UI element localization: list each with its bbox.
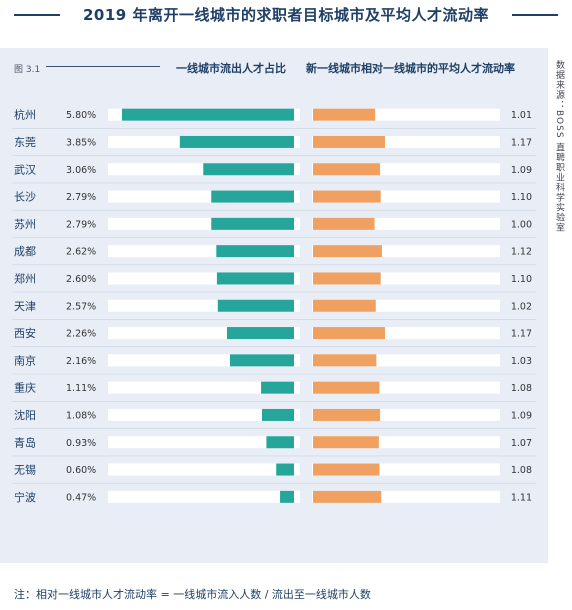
series-header-share: 一线城市流出人才占比 <box>176 62 286 75</box>
rate-bar <box>313 135 385 148</box>
rate-bar <box>313 490 382 503</box>
share-track <box>108 436 300 449</box>
share-bar <box>122 108 294 121</box>
city-label: 沈阳 <box>14 408 36 422</box>
rate-value-label: 1.08 <box>511 465 532 476</box>
share-bar <box>266 436 294 449</box>
share-value-label: 2.79% <box>66 192 96 203</box>
rate-value-label: 1.00 <box>511 219 532 230</box>
city-label: 长沙 <box>14 191 36 204</box>
rate-bar <box>313 108 376 121</box>
share-track <box>108 490 300 503</box>
share-value-label: 2.79% <box>66 219 96 230</box>
city-label: 重庆 <box>14 381 36 395</box>
rate-bar <box>313 381 380 394</box>
share-bar <box>229 354 294 367</box>
city-label: 南京 <box>14 353 36 367</box>
rate-bar <box>313 163 381 176</box>
share-bar <box>280 490 294 503</box>
city-label: 苏州 <box>14 218 36 231</box>
share-value-label: 1.11% <box>66 383 96 394</box>
rate-value-label: 1.08 <box>511 383 532 394</box>
share-value-label: 2.57% <box>66 301 96 312</box>
share-track <box>108 408 300 421</box>
figure-label: 图 3.1 <box>14 65 41 75</box>
share-value-label: 0.60% <box>66 465 96 476</box>
rate-value-label: 1.17 <box>511 137 532 148</box>
city-label: 无锡 <box>14 463 36 477</box>
rate-bar <box>313 436 379 449</box>
title-rule-right <box>512 14 558 16</box>
share-bar <box>216 272 294 285</box>
city-label: 郑州 <box>14 271 36 285</box>
share-bar <box>217 299 294 312</box>
rate-value-label: 1.10 <box>511 192 532 203</box>
rate-value-label: 1.11 <box>511 492 532 503</box>
share-value-label: 1.08% <box>66 410 96 421</box>
source-note: 数据来源：BOSS 直聘职业科学实验室 <box>554 60 564 233</box>
rate-value-label: 1.17 <box>511 329 532 340</box>
city-label: 成都 <box>14 245 36 258</box>
share-value-label: 0.93% <box>66 438 96 449</box>
share-value-label: 2.60% <box>66 274 96 285</box>
share-bar <box>276 463 294 476</box>
city-label: 宁波 <box>14 490 36 504</box>
share-bar <box>261 381 294 394</box>
rate-value-label: 1.01 <box>511 110 532 121</box>
share-bar <box>211 217 294 230</box>
share-value-label: 2.26% <box>66 329 96 340</box>
rate-bar <box>313 245 382 258</box>
share-bar <box>179 135 294 148</box>
rate-value-label: 1.12 <box>511 247 532 258</box>
city-label: 西安 <box>14 326 36 340</box>
share-track <box>108 463 300 476</box>
share-value-label: 3.85% <box>66 137 96 148</box>
rate-bar <box>313 217 375 230</box>
rate-value-label: 1.09 <box>511 410 532 421</box>
rate-value-label: 1.10 <box>511 274 532 285</box>
share-value-label: 0.47% <box>66 492 96 503</box>
share-value-label: 5.80% <box>66 110 96 121</box>
city-label: 青岛 <box>14 435 36 449</box>
rate-bar <box>313 299 376 312</box>
rate-bar <box>313 327 385 340</box>
share-track <box>108 381 300 394</box>
share-bar <box>261 408 294 421</box>
rate-value-label: 1.07 <box>511 438 532 449</box>
share-value-label: 2.62% <box>66 247 96 258</box>
share-value-label: 3.06% <box>66 165 96 176</box>
share-value-label: 2.16% <box>66 356 96 367</box>
city-label: 东莞 <box>14 136 36 149</box>
share-bar <box>226 327 294 340</box>
rate-bar <box>313 272 381 285</box>
rate-bar <box>313 463 380 476</box>
share-bar <box>216 245 294 258</box>
chart-title: 2019 年离开一线城市的求职者目标城市及平均人才流动率 <box>83 6 489 24</box>
series-header-rate: 新一线城市相对一线城市的平均人才流动率 <box>306 62 515 75</box>
rate-value-label: 1.03 <box>511 356 532 367</box>
rate-value-label: 1.09 <box>511 165 532 176</box>
city-label: 天津 <box>14 300 36 313</box>
share-bar <box>203 163 294 176</box>
share-bar <box>211 190 294 203</box>
title-rule-left <box>14 14 60 16</box>
rate-bar <box>313 408 381 421</box>
rate-bar <box>313 190 381 203</box>
city-label: 武汉 <box>14 163 36 176</box>
rate-bar <box>313 354 377 367</box>
rate-value-label: 1.02 <box>511 301 532 312</box>
header-rule-left <box>46 66 160 67</box>
city-label: 杭州 <box>14 108 36 122</box>
footnote: 注：相对一线城市人才流动率 = 一线城市流入人数 / 流出至一线城市人数 <box>14 588 371 601</box>
